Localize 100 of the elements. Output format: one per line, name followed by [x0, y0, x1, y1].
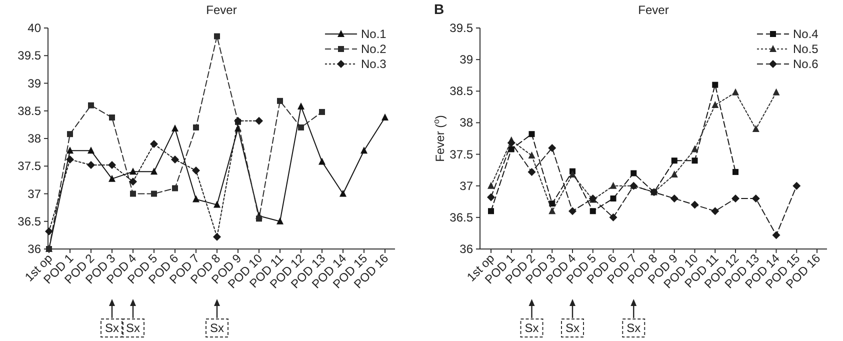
- point: [67, 131, 73, 138]
- point: [172, 124, 178, 132]
- y-tick-label: 39.5: [450, 21, 474, 35]
- point: [193, 124, 199, 130]
- y-tick-label: 37: [460, 178, 474, 193]
- point: [382, 114, 388, 121]
- point: [528, 152, 536, 159]
- point: [528, 168, 536, 176]
- point: [108, 174, 116, 182]
- point: [671, 158, 678, 164]
- text: Sx: [524, 321, 539, 335]
- point: [45, 227, 53, 236]
- y-tick-label: 37.5: [18, 159, 42, 174]
- y-tick-label: 36: [28, 242, 42, 256]
- point: [712, 82, 718, 88]
- chart-title: Fever: [206, 3, 237, 17]
- point: [340, 190, 346, 197]
- point: [298, 102, 304, 110]
- legend-label: No.4: [793, 27, 819, 41]
- point: [150, 140, 158, 148]
- y-tick-label: 37.5: [450, 147, 474, 162]
- point: [610, 195, 616, 202]
- point: [711, 207, 720, 216]
- y-tick-label: 36: [460, 242, 474, 256]
- point: [548, 207, 556, 214]
- point: [487, 193, 495, 202]
- point: [488, 182, 494, 189]
- point: [609, 213, 618, 222]
- point: [214, 200, 220, 208]
- y-tick-label: 36.5: [18, 214, 42, 228]
- y-tick-label: 37: [28, 186, 42, 201]
- legend-label: No.6: [793, 57, 819, 71]
- point: [214, 33, 220, 40]
- point: [298, 124, 304, 130]
- point: [549, 200, 556, 207]
- point: [256, 216, 262, 222]
- point: [752, 125, 760, 132]
- point: [670, 194, 678, 202]
- point: [192, 195, 200, 202]
- point: [87, 161, 95, 170]
- point: [732, 168, 738, 175]
- y-tick-label: 40: [28, 21, 42, 35]
- legend-label: No.5: [793, 42, 819, 56]
- point: [255, 116, 263, 125]
- point: [792, 182, 801, 190]
- text: Sx: [565, 321, 580, 335]
- point: [507, 138, 516, 147]
- point: [277, 98, 283, 104]
- point: [66, 155, 74, 164]
- y-tick-label: 39: [28, 76, 42, 90]
- point: [590, 208, 596, 214]
- point: [712, 101, 719, 108]
- point: [670, 170, 678, 178]
- point: [88, 102, 94, 108]
- point: [548, 144, 556, 152]
- point: [569, 170, 576, 178]
- point: [88, 146, 94, 154]
- point: [130, 190, 136, 197]
- text: Sx: [626, 321, 641, 335]
- point: [172, 185, 178, 192]
- legend-label: No.1: [361, 27, 387, 41]
- chart-title: Fever: [638, 3, 669, 17]
- point: [690, 200, 699, 209]
- point: [732, 194, 740, 202]
- point: [130, 168, 136, 175]
- point: [360, 146, 368, 154]
- point: [318, 158, 326, 165]
- text: Sx: [210, 321, 224, 335]
- point: [692, 158, 698, 164]
- y-tick-label: 38: [460, 116, 474, 130]
- point: [192, 166, 200, 175]
- point: [691, 145, 698, 152]
- point: [568, 207, 576, 216]
- legend-label: No.3: [361, 57, 387, 71]
- point: [488, 208, 494, 214]
- point: [528, 131, 535, 138]
- point: [150, 168, 158, 175]
- point: [319, 108, 325, 115]
- y-tick-label: 36.5: [450, 210, 474, 224]
- y-tick-label: 39: [460, 52, 474, 67]
- legend-label: No.2: [361, 42, 387, 56]
- text: Sx: [126, 321, 140, 335]
- text: Sx: [104, 321, 120, 335]
- point: [772, 231, 780, 240]
- point: [171, 155, 179, 164]
- point: [752, 194, 760, 202]
- point: [151, 190, 157, 197]
- point: [772, 88, 780, 96]
- point: [213, 232, 221, 241]
- point: [109, 114, 115, 121]
- text: B: [434, 1, 444, 17]
- point: [732, 88, 739, 96]
- y-tick-label: 39.5: [18, 48, 42, 63]
- y-tick-label: 38.5: [18, 104, 42, 118]
- point: [66, 146, 74, 154]
- point: [610, 182, 617, 189]
- y-tick-label: 38: [28, 132, 42, 146]
- point: [108, 161, 116, 170]
- y-tick-label: 38.5: [450, 84, 474, 98]
- point: [129, 178, 137, 186]
